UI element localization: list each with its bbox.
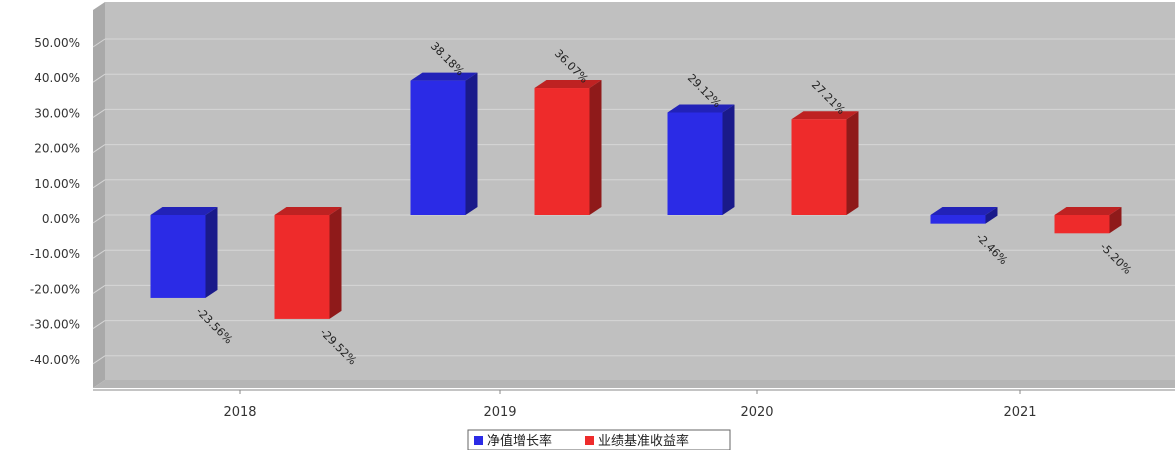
bar-top — [667, 104, 735, 113]
bar-业绩基准收益率-2021 — [1054, 207, 1122, 234]
bar-top — [1054, 207, 1122, 215]
bar-净值增长率-2018 — [150, 207, 218, 298]
bar-side — [1109, 207, 1122, 234]
bar-front — [1054, 215, 1110, 234]
gridline-depth — [92, 144, 106, 154]
bar-side — [846, 111, 859, 215]
bar-front — [534, 88, 590, 215]
gridline-depth — [92, 320, 106, 330]
bar-front — [150, 215, 206, 298]
legend: 净值增长率 业绩基准收益率 — [467, 429, 731, 450]
legend-swatch-series-1 — [474, 436, 483, 445]
plot-floor — [93, 380, 1175, 388]
bar-side — [205, 207, 218, 298]
legend-swatch-series-2 — [585, 436, 594, 445]
bar-side — [722, 104, 735, 215]
bar-净值增长率-2020 — [667, 104, 735, 215]
plot-background — [105, 2, 1175, 380]
y-tick-label: -30.00% — [30, 318, 80, 332]
gridline-depth — [92, 38, 106, 48]
y-tick-label: 0.00% — [42, 212, 80, 226]
legend-box — [467, 429, 731, 450]
y-tick-label: 30.00% — [34, 106, 80, 120]
x-tick-label: 2021 — [1003, 405, 1036, 420]
bar-front — [791, 119, 847, 215]
gridline-depth — [92, 73, 106, 83]
bars — [150, 72, 1122, 319]
x-tick-label: 2019 — [483, 405, 516, 420]
bar-top — [410, 72, 478, 81]
bar-front — [930, 215, 986, 224]
y-tick-label: -40.00% — [30, 353, 80, 367]
y-tick-label: 20.00% — [34, 142, 80, 156]
bar-业绩基准收益率-2018 — [274, 207, 342, 319]
gridline-depth — [92, 108, 106, 118]
bar-业绩基准收益率-2020 — [791, 111, 859, 215]
bar-front — [667, 112, 723, 215]
bar-top — [534, 80, 602, 89]
legend-label-series-1: 净值增长率 — [487, 433, 552, 449]
gridline-depth — [92, 249, 106, 259]
bar-top — [274, 207, 342, 215]
bar-业绩基准收益率-2019 — [534, 80, 602, 215]
plot-area — [92, 2, 1175, 388]
bar-side — [465, 72, 478, 215]
y-tick-label: 50.00% — [34, 36, 80, 50]
x-tick-label: 2018 — [223, 405, 256, 420]
legend-label-series-2: 业绩基准收益率 — [598, 433, 689, 449]
y-tick-label: 40.00% — [34, 71, 80, 85]
bar-side — [589, 80, 602, 215]
bar-净值增长率-2021 — [930, 207, 998, 224]
y-tick-label: -10.00% — [30, 247, 80, 261]
plot-side-wall — [93, 2, 105, 388]
x-tick-label: 2020 — [740, 405, 773, 420]
gridline-depth — [92, 179, 106, 189]
gridline-depth — [92, 284, 106, 294]
y-tick-label: -20.00% — [30, 282, 80, 296]
y-tick-label: 10.00% — [34, 177, 80, 191]
bar-top — [791, 111, 859, 120]
gridline-depth — [92, 355, 106, 365]
x-axis: 2018 2019 2020 2021 — [93, 389, 1175, 420]
bar-top — [930, 207, 998, 215]
gridline-depth — [92, 214, 106, 224]
y-axis: 50.00% 40.00% 30.00% 20.00% 10.00% 0.00% -10.0… — [30, 36, 80, 367]
bar-top — [150, 207, 218, 215]
bar-front — [274, 215, 330, 319]
bar-side — [329, 207, 342, 319]
bar-front — [410, 80, 466, 215]
bar-净值增长率-2019 — [410, 72, 478, 215]
bar-side — [985, 207, 998, 224]
